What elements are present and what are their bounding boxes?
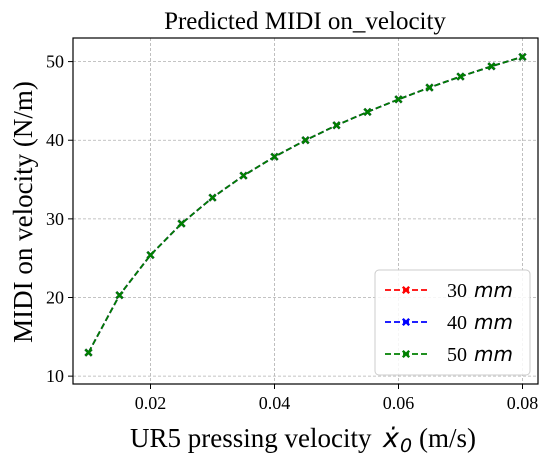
legend-item: 40 mm bbox=[385, 310, 513, 334]
y-tick-label: 50 bbox=[46, 52, 64, 72]
x-tick-label: 0.02 bbox=[135, 393, 167, 413]
legend-marker bbox=[401, 317, 411, 327]
legend-unit: mm bbox=[474, 278, 513, 302]
data-point bbox=[115, 291, 124, 300]
legend-item: 50 mm bbox=[385, 342, 513, 366]
x-axis-label-subscript: 0 bbox=[400, 435, 412, 457]
data-point bbox=[270, 152, 279, 161]
x-axis-label-group: UR5 pressing velocity ẋ 0 (m/s) bbox=[130, 423, 476, 457]
data-point bbox=[394, 95, 403, 104]
x-tick-label: 0.08 bbox=[507, 393, 539, 413]
plot-frame bbox=[72, 37, 539, 385]
data-point bbox=[363, 107, 372, 116]
chart-title: Predicted MIDI on_velocity bbox=[164, 8, 446, 35]
legend-marker bbox=[401, 349, 411, 359]
x-axis-label: UR5 pressing velocity bbox=[130, 423, 372, 453]
legend-box bbox=[374, 269, 531, 376]
y-axis-label: MIDI on velocity (N/m) bbox=[8, 81, 38, 343]
y-tick-label: 30 bbox=[46, 209, 64, 229]
y-tick-label: 40 bbox=[46, 130, 64, 150]
legend-unit: mm bbox=[474, 342, 513, 366]
data-point bbox=[208, 193, 217, 202]
x-tick-label: 0.04 bbox=[259, 393, 291, 413]
legend-unit: mm bbox=[474, 310, 513, 334]
legend-item: 30 mm bbox=[385, 278, 513, 302]
data-point bbox=[518, 52, 527, 61]
x-tick-label: 0.06 bbox=[383, 393, 415, 413]
legend-label: 40 bbox=[447, 312, 467, 334]
y-tick-label: 20 bbox=[46, 288, 64, 308]
data-point bbox=[425, 83, 434, 92]
legend-marker bbox=[401, 285, 411, 295]
data-point bbox=[84, 348, 93, 357]
data-point bbox=[301, 136, 310, 145]
axis-ticks: 0.02 0.04 0.06 0.08 10 20 30 40 50 bbox=[46, 52, 538, 413]
data-point bbox=[239, 171, 248, 180]
legend: 30 mm 40 mm 50 mm bbox=[374, 269, 531, 376]
x-axis-label-symbol: ẋ bbox=[382, 423, 400, 454]
series-layer bbox=[84, 52, 527, 357]
data-point bbox=[456, 72, 465, 81]
y-tick-label: 10 bbox=[46, 366, 64, 386]
data-point bbox=[146, 250, 155, 260]
data-point bbox=[332, 121, 341, 130]
legend-label: 50 bbox=[447, 344, 467, 366]
series-50 bbox=[84, 52, 527, 357]
x-axis-label-unit: (m/s) bbox=[419, 423, 476, 453]
legend-label: 30 bbox=[447, 280, 467, 302]
data-point bbox=[177, 219, 186, 228]
data-point bbox=[487, 62, 496, 71]
